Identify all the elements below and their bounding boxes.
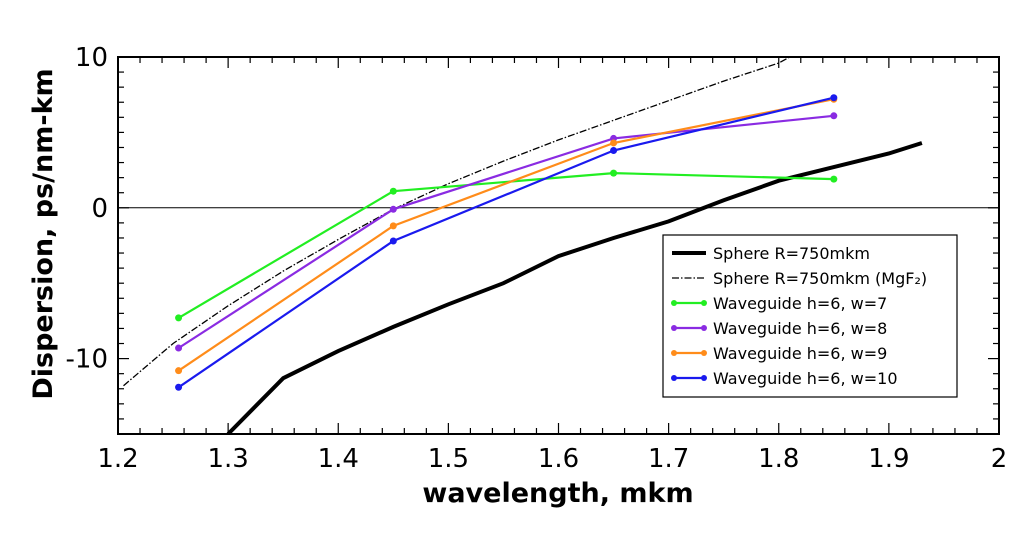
legend-label: Waveguide h=6, w=8 (713, 319, 887, 338)
series-line-4 (178, 114, 834, 349)
legend-label: Waveguide h=6, w=9 (713, 344, 887, 363)
series-5-point (175, 367, 183, 375)
x-tick-label: 2 (991, 444, 1008, 474)
series-6-point (175, 383, 183, 391)
series-5-point (610, 139, 618, 147)
legend-label: Sphere R=750mkm (MgF₂) (713, 269, 927, 288)
series-6-point (610, 146, 618, 154)
legend-box (662, 234, 958, 398)
series-3-point (175, 314, 183, 322)
legend-marker (701, 375, 707, 381)
x-tick-label: 1.7 (648, 444, 689, 474)
marker-layer (175, 94, 838, 391)
series-3-point (389, 187, 397, 195)
legend-label: Sphere R=750mkm (713, 244, 870, 263)
legend-marker (671, 300, 677, 306)
y-tick-labels: -10 0 10 (66, 43, 108, 375)
series-line-6 (177, 96, 835, 389)
y-tick-label: 0 (91, 194, 108, 224)
y-tick-label: 10 (75, 43, 108, 73)
legend-marker (671, 375, 677, 381)
series-3-point (830, 175, 838, 183)
legend-marker (701, 300, 707, 306)
x-tick-label: 1.4 (318, 444, 359, 474)
tick-marks (117, 56, 1000, 435)
x-tick-labels: 1.2 1.3 1.4 1.5 1.6 1.7 1.8 1.9 2 (97, 444, 1007, 474)
legend-marker (701, 350, 707, 356)
x-tick-label: 1.8 (758, 444, 799, 474)
x-axis-title: wavelength, mkm (422, 478, 693, 509)
series-line-2 (123, 57, 791, 387)
legend: Sphere R=750mkm Sphere R=750mkm (MgF₂) Wav… (662, 234, 958, 398)
series-line-3 (178, 171, 834, 319)
series-4-point (389, 205, 397, 213)
series-5-point (389, 222, 397, 230)
legend-label: Waveguide h=6, w=7 (713, 294, 887, 313)
legend-marker (671, 350, 677, 356)
series-4-point (175, 344, 183, 352)
series-3-point (610, 169, 618, 177)
series-4-point (830, 112, 838, 120)
legend-label: Waveguide h=6, w=10 (713, 369, 898, 388)
x-tick-label: 1.3 (207, 444, 248, 474)
y-tick-label: -10 (66, 345, 108, 375)
legend-marker (701, 325, 707, 331)
y-axis-title: Dispersion, ps/nm-km (28, 68, 59, 399)
x-tick-label: 1.6 (538, 444, 579, 474)
x-tick-label: 1.2 (97, 444, 138, 474)
x-tick-label: 1.5 (428, 444, 469, 474)
series-6-point (830, 94, 838, 102)
legend-marker (671, 325, 677, 331)
x-tick-label: 1.9 (868, 444, 909, 474)
series-line-1 (226, 141, 923, 434)
series-6-point (389, 237, 397, 245)
series-line-5 (177, 98, 835, 372)
series-layer (123, 57, 923, 434)
